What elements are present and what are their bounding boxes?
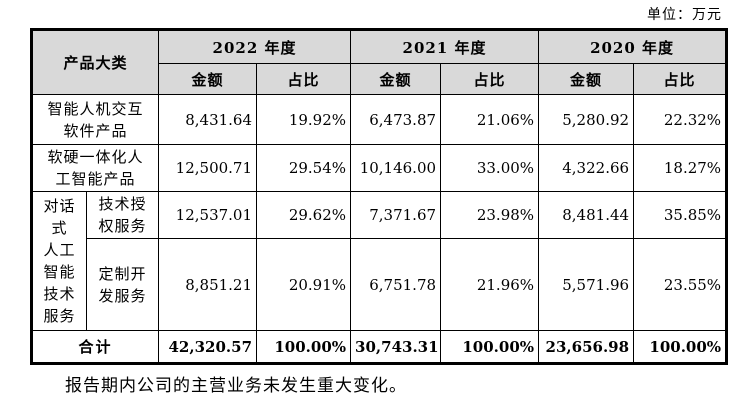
cell-share-2022: 20.91% [256, 238, 352, 331]
cell-share-2020: 23.55% [633, 238, 728, 331]
total-label: 合计 [30, 330, 160, 364]
total-amount-2022: 42,320.57 [158, 330, 258, 364]
cell-amount-2020: 5,571.96 [538, 238, 635, 331]
total-share-2021: 100.00% [440, 330, 540, 364]
cell-share-2020: 18.27% [633, 144, 728, 192]
header-share-2020: 占比 [633, 63, 728, 95]
cell-amount-2020: 8,481.44 [538, 191, 635, 239]
table-row: 软硬一体化人 工智能产品 12,500.71 29.54% 10,146.00 … [30, 144, 728, 192]
cell-share-2022: 29.62% [256, 191, 352, 239]
header-share-2022: 占比 [256, 63, 352, 95]
cell-amount-2021: 6,751.78 [350, 238, 442, 331]
header-year-2021: 2021 年度 [350, 29, 540, 64]
cell-share-2020: 35.85% [633, 191, 728, 239]
cell-amount-2021: 7,371.67 [350, 191, 442, 239]
table-row: 智能人机交互 软件产品 8,431.64 19.92% 6,473.87 21.… [30, 94, 728, 145]
cell-amount-2021: 10,146.00 [350, 144, 442, 192]
total-share-2020: 100.00% [633, 330, 728, 364]
unit-label: 单位：万元 [647, 7, 722, 23]
header-amount-2022: 金额 [158, 63, 258, 95]
header-amount-2021: 金额 [350, 63, 442, 95]
row-category: 软硬一体化人 工智能产品 [30, 144, 160, 192]
cell-share-2022: 19.92% [256, 94, 352, 145]
row-group-category: 对话 式 人工 智能 技术 服务 [31, 191, 87, 331]
header-amount-2020: 金额 [538, 63, 635, 95]
header-year-2022: 2022 年度 [158, 29, 352, 64]
cell-share-2021: 23.98% [440, 191, 540, 239]
row-subcategory: 技术授 权服务 [85, 191, 160, 239]
total-amount-2021: 30,743.31 [350, 330, 442, 364]
header-share-2021: 占比 [440, 63, 540, 95]
total-share-2022: 100.00% [256, 330, 352, 364]
cell-amount-2022: 12,537.01 [158, 191, 258, 239]
footnote-text: 报告期内公司的主营业务未发生重大变化。 [65, 376, 407, 396]
table-row: 对话 式 人工 智能 技术 服务 技术授 权服务 12,537.01 29.62… [31, 191, 728, 331]
cell-amount-2022: 8,851.21 [158, 238, 258, 331]
total-amount-2020: 23,656.98 [538, 330, 635, 364]
cell-amount-2022: 12,500.71 [158, 144, 258, 192]
cell-amount-2021: 6,473.87 [350, 94, 442, 145]
header-product-category: 产品大类 [30, 29, 160, 95]
cell-share-2021: 21.96% [440, 238, 540, 331]
cell-share-2020: 22.32% [633, 94, 728, 145]
header-year-2020: 2020 年度 [538, 29, 728, 64]
table-row: 定制开 发服务 8,851.21 20.91% 6,751.78 21.96% … [32, 238, 728, 331]
row-category: 智能人机交互 软件产品 [30, 94, 160, 145]
cell-share-2022: 29.54% [256, 144, 352, 192]
cell-amount-2020: 5,280.92 [538, 94, 635, 145]
cell-share-2021: 21.06% [440, 94, 540, 145]
row-subcategory: 定制开 发服务 [85, 238, 160, 331]
cell-amount-2020: 4,322.66 [538, 144, 635, 192]
header-row-subcolumns: 金额 占比 金额 占比 金额 占比 [32, 63, 728, 95]
table-total-row: 合计 42,320.57 100.00% 30,743.31 100.00% 2… [30, 330, 728, 364]
cell-amount-2022: 8,431.64 [158, 94, 258, 145]
cell-share-2021: 33.00% [440, 144, 540, 192]
product-revenue-table: 产品大类 2022 年度 2021 年度 2020 年度 金额 占比 金额 占比… [30, 28, 729, 365]
header-row-years: 产品大类 2022 年度 2021 年度 2020 年度 [30, 29, 728, 95]
